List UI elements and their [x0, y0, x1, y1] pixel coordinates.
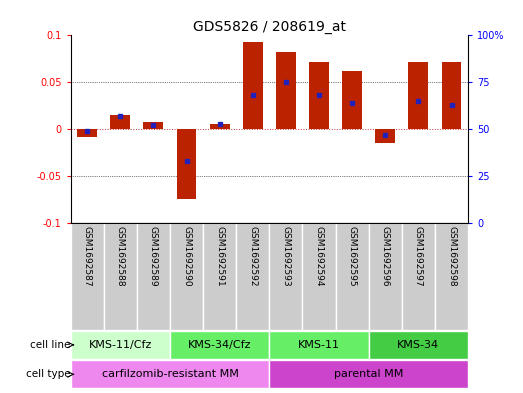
- Text: GSM1692592: GSM1692592: [248, 226, 257, 286]
- Bar: [203, 223, 236, 330]
- Bar: [269, 223, 302, 330]
- Bar: [402, 223, 435, 330]
- Text: KMS-11/Cfz: KMS-11/Cfz: [88, 340, 152, 350]
- Bar: [408, 62, 428, 129]
- Bar: [236, 223, 269, 330]
- Bar: [137, 223, 170, 330]
- Bar: [243, 42, 263, 129]
- Bar: [369, 331, 468, 359]
- Text: GSM1692594: GSM1692594: [314, 226, 324, 286]
- Bar: [71, 331, 170, 359]
- Bar: [71, 223, 104, 330]
- Text: GSM1692593: GSM1692593: [281, 226, 290, 287]
- Bar: [376, 129, 395, 143]
- Text: cell type: cell type: [26, 369, 71, 379]
- Bar: [170, 331, 269, 359]
- Bar: [276, 52, 296, 129]
- Bar: [170, 223, 203, 330]
- Text: GSM1692597: GSM1692597: [414, 226, 423, 287]
- Text: GSM1692596: GSM1692596: [381, 226, 390, 287]
- Text: KMS-34/Cfz: KMS-34/Cfz: [188, 340, 252, 350]
- Bar: [143, 122, 163, 129]
- Bar: [269, 331, 369, 359]
- Text: carfilzomib-resistant MM: carfilzomib-resistant MM: [101, 369, 238, 379]
- Bar: [269, 360, 468, 389]
- Text: GSM1692591: GSM1692591: [215, 226, 224, 287]
- Bar: [110, 115, 130, 129]
- Bar: [309, 62, 329, 129]
- Bar: [77, 129, 97, 137]
- Text: parental MM: parental MM: [334, 369, 403, 379]
- Bar: [104, 223, 137, 330]
- Bar: [71, 360, 269, 389]
- Bar: [441, 62, 461, 129]
- Bar: [435, 223, 468, 330]
- Text: KMS-11: KMS-11: [298, 340, 340, 350]
- Bar: [302, 223, 336, 330]
- Title: GDS5826 / 208619_at: GDS5826 / 208619_at: [193, 20, 346, 34]
- Bar: [342, 71, 362, 129]
- Text: cell line: cell line: [30, 340, 71, 350]
- Bar: [210, 125, 230, 129]
- Bar: [177, 129, 197, 200]
- Text: GSM1692598: GSM1692598: [447, 226, 456, 287]
- Text: GSM1692588: GSM1692588: [116, 226, 125, 287]
- Bar: [369, 223, 402, 330]
- Text: GSM1692587: GSM1692587: [83, 226, 92, 287]
- Text: GSM1692589: GSM1692589: [149, 226, 158, 287]
- Text: KMS-34: KMS-34: [397, 340, 439, 350]
- Bar: [336, 223, 369, 330]
- Text: GSM1692595: GSM1692595: [348, 226, 357, 287]
- Text: GSM1692590: GSM1692590: [182, 226, 191, 287]
